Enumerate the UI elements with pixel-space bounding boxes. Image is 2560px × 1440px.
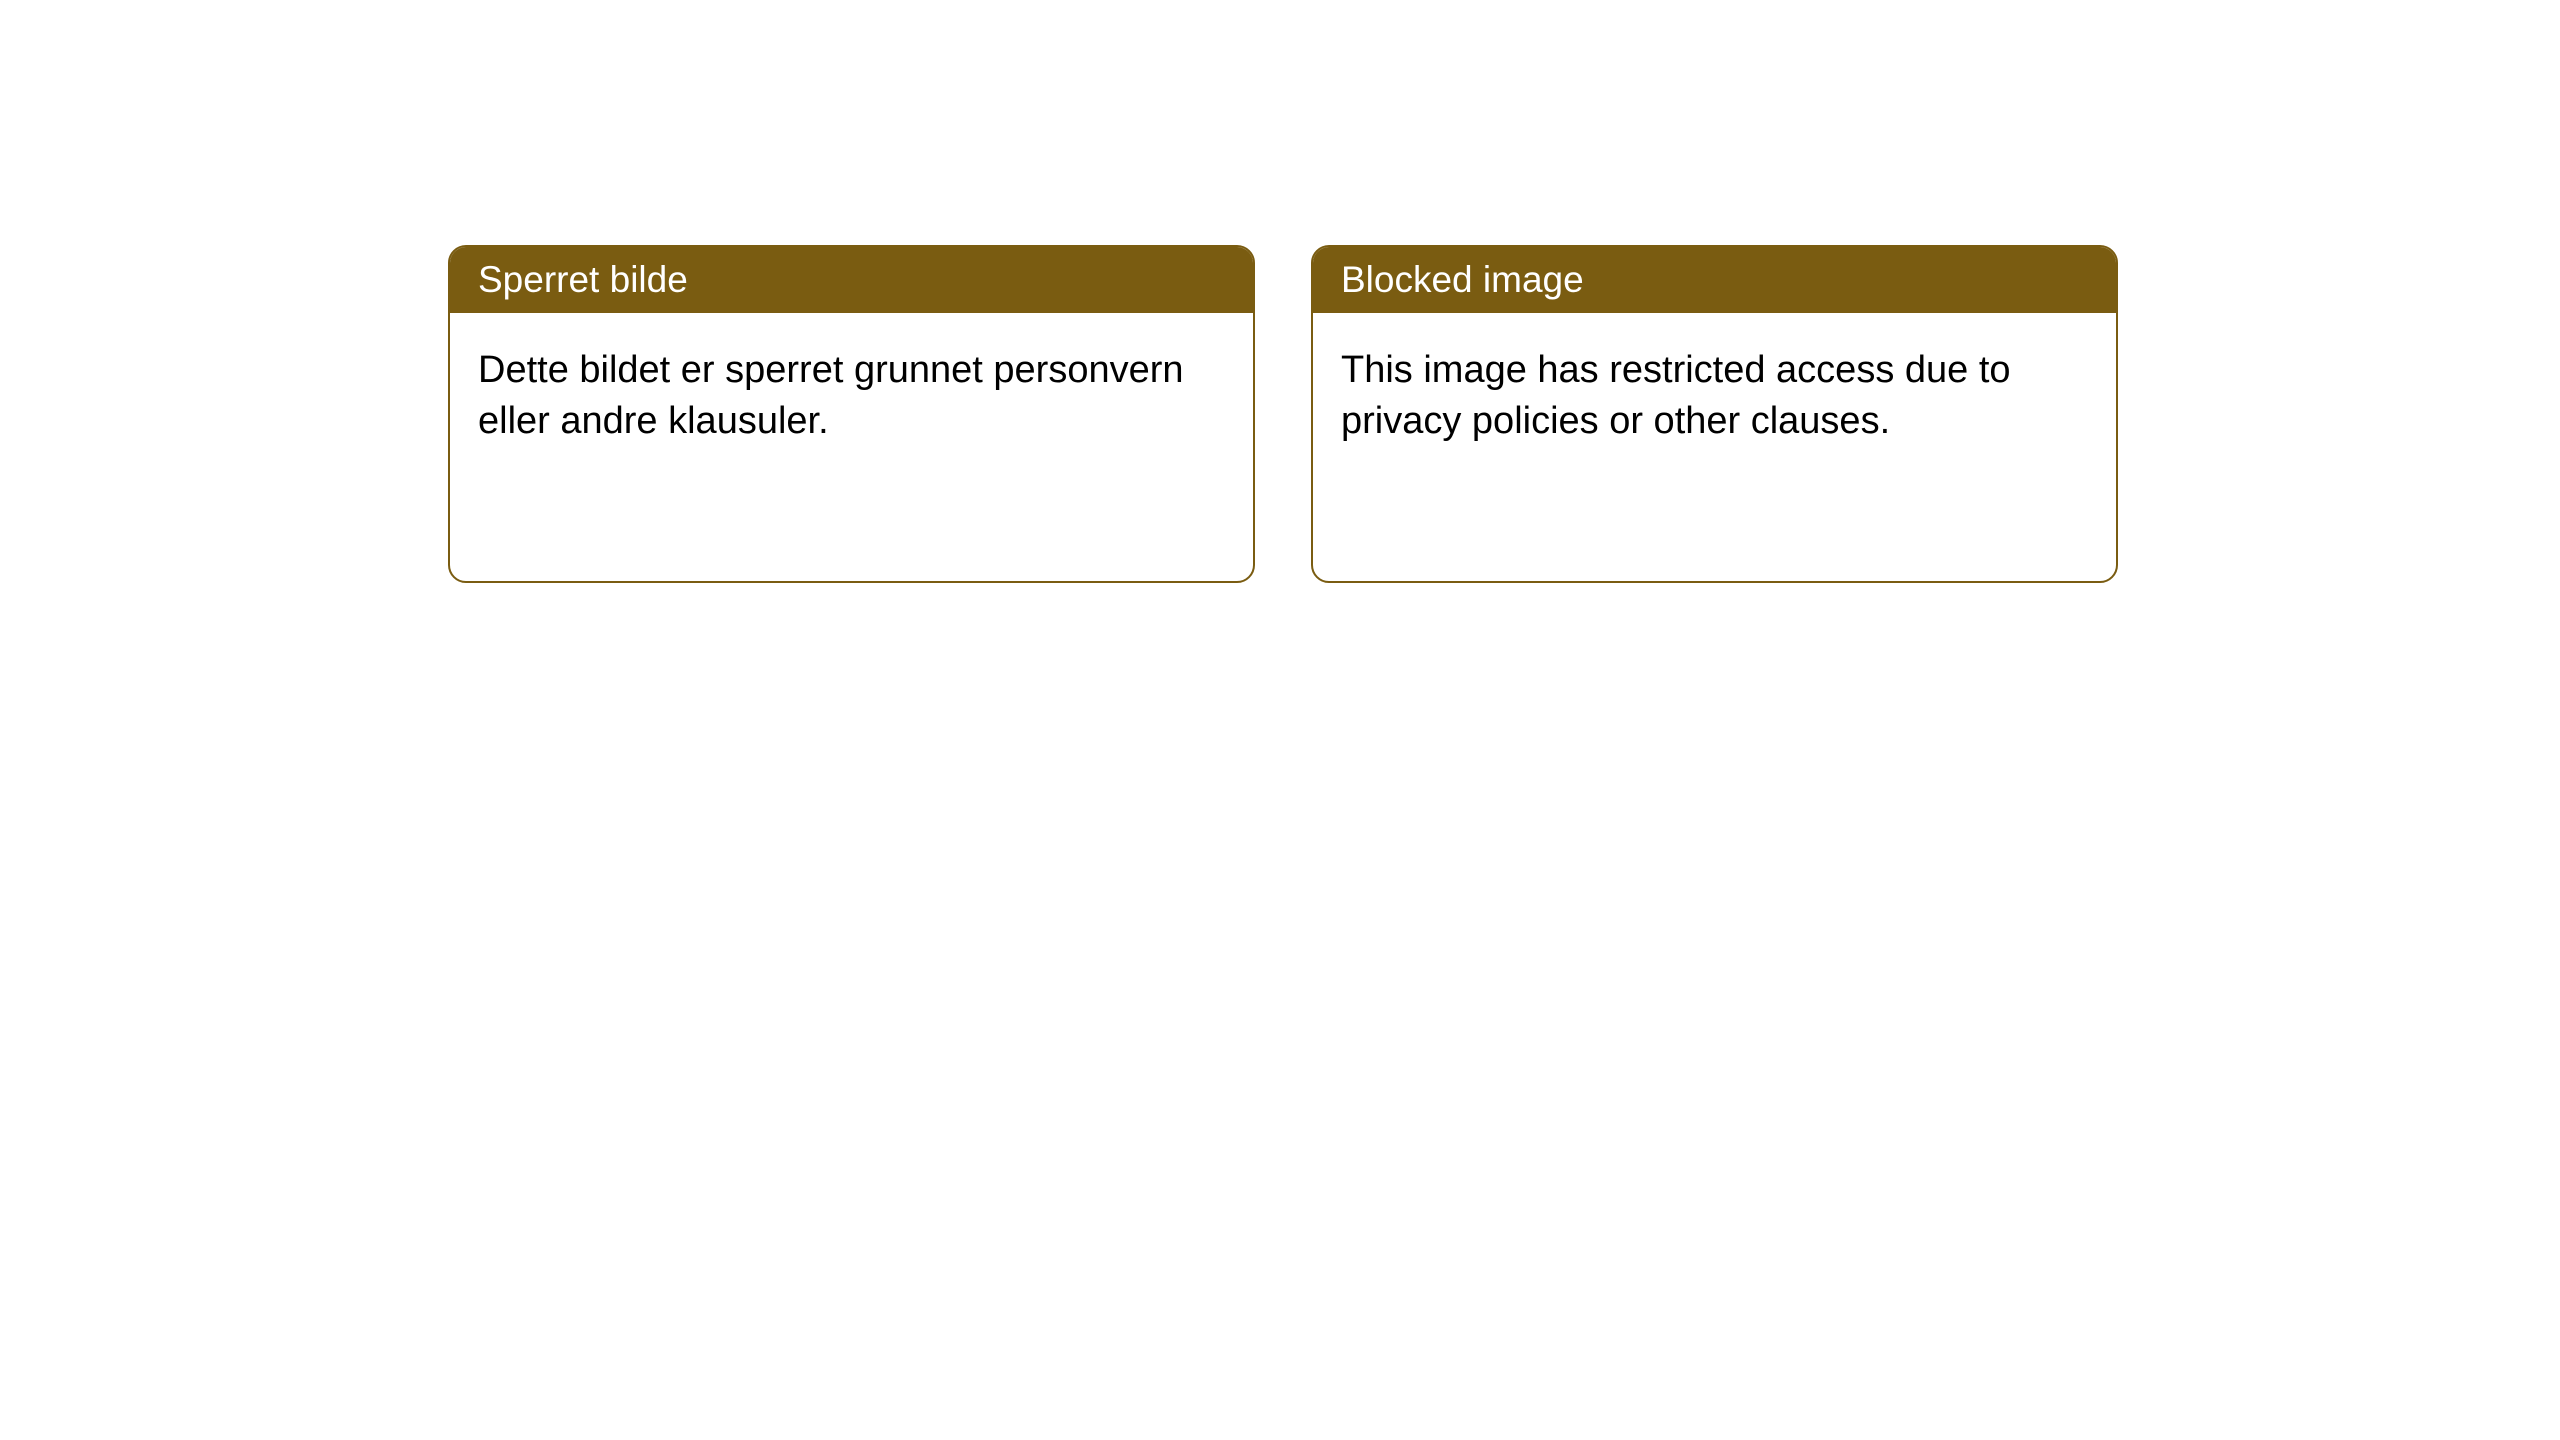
notice-card-norwegian: Sperret bilde Dette bildet er sperret gr… (448, 245, 1255, 583)
notice-title: Blocked image (1341, 259, 1584, 300)
notice-header: Sperret bilde (450, 247, 1253, 313)
notice-message: Dette bildet er sperret grunnet personve… (478, 349, 1184, 442)
notice-container: Sperret bilde Dette bildet er sperret gr… (448, 245, 2118, 583)
notice-title: Sperret bilde (478, 259, 688, 300)
notice-header: Blocked image (1313, 247, 2116, 313)
notice-card-english: Blocked image This image has restricted … (1311, 245, 2118, 583)
notice-message: This image has restricted access due to … (1341, 349, 2011, 442)
notice-body: Dette bildet er sperret grunnet personve… (450, 313, 1253, 480)
notice-body: This image has restricted access due to … (1313, 313, 2116, 480)
